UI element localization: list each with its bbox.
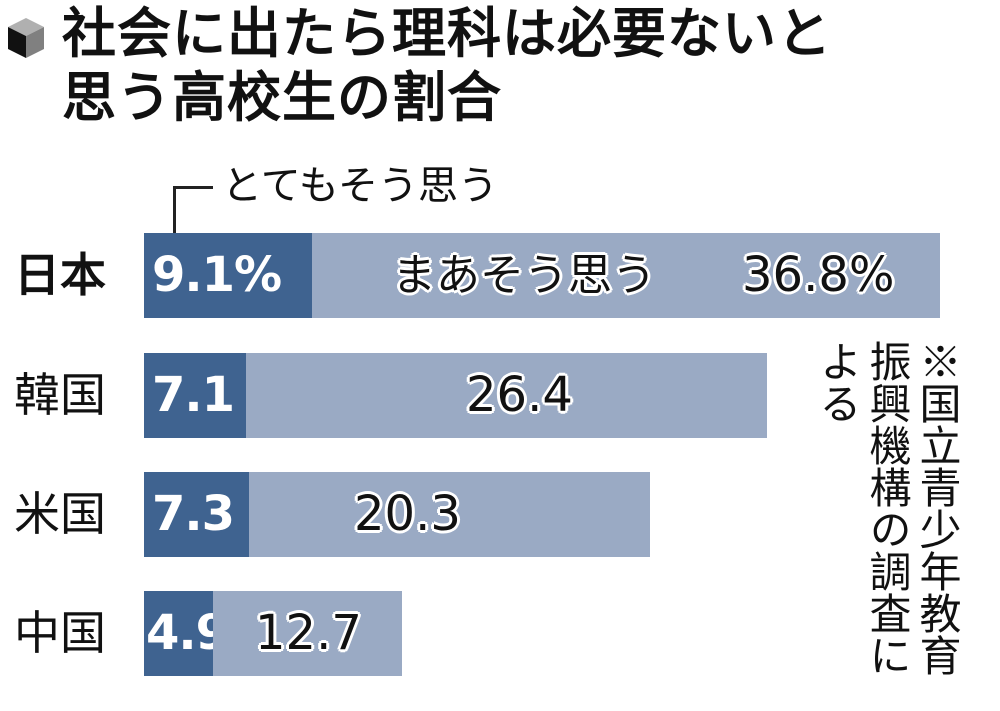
stacked-bar: 9.1% まあそう思う 36.8% xyxy=(144,233,940,318)
bar-segment-strongly-agree: 7.1 xyxy=(144,353,246,438)
stacked-bar: 4.9 12.7 xyxy=(144,591,402,676)
legend-somewhat-agree: まあそう思う xyxy=(392,250,656,301)
bar-segment-somewhat-agree: 26.4 xyxy=(246,353,767,438)
value-label: 7.3 xyxy=(152,486,235,542)
bar-segment-strongly-agree: 9.1% xyxy=(144,233,312,318)
cube-icon xyxy=(8,18,44,58)
chart-title: 社会に出たら理科は必要ないと 思う高校生の割合 xyxy=(62,2,832,130)
title-line-1: 社会に出たら理科は必要ないと xyxy=(62,2,832,65)
stacked-bar: 7.3 20.3 xyxy=(144,472,650,557)
value-label: 7.1 xyxy=(152,367,235,423)
bar-segment-somewhat-agree: まあそう思う 36.8% xyxy=(312,233,940,318)
value-label: 20.3 xyxy=(354,486,461,542)
bar-segment-somewhat-agree: 20.3 xyxy=(249,472,650,557)
value-label: 26.4 xyxy=(466,367,573,423)
country-label: 日本 xyxy=(14,248,106,302)
source-note: ※国立青少年教育振興機構の調査による xyxy=(813,340,962,676)
value-label: 12.7 xyxy=(255,605,362,661)
title-line-2: 思う高校生の割合 xyxy=(62,66,502,129)
country-label: 韓国 xyxy=(14,368,106,422)
country-label: 中国 xyxy=(14,606,106,660)
value-label: 36.8% xyxy=(742,247,895,303)
legend-strongly-agree: とてもそう思う xyxy=(222,163,498,209)
legend-bracket xyxy=(173,186,213,233)
stacked-bar: 7.1 26.4 xyxy=(144,353,767,438)
bar-segment-strongly-agree: 4.9 xyxy=(144,591,229,676)
bar-segment-strongly-agree: 7.3 xyxy=(144,472,249,557)
bar-segment-somewhat-agree: 12.7 xyxy=(213,591,402,676)
country-label: 米国 xyxy=(14,487,106,541)
value-label: 9.1% xyxy=(152,247,282,303)
